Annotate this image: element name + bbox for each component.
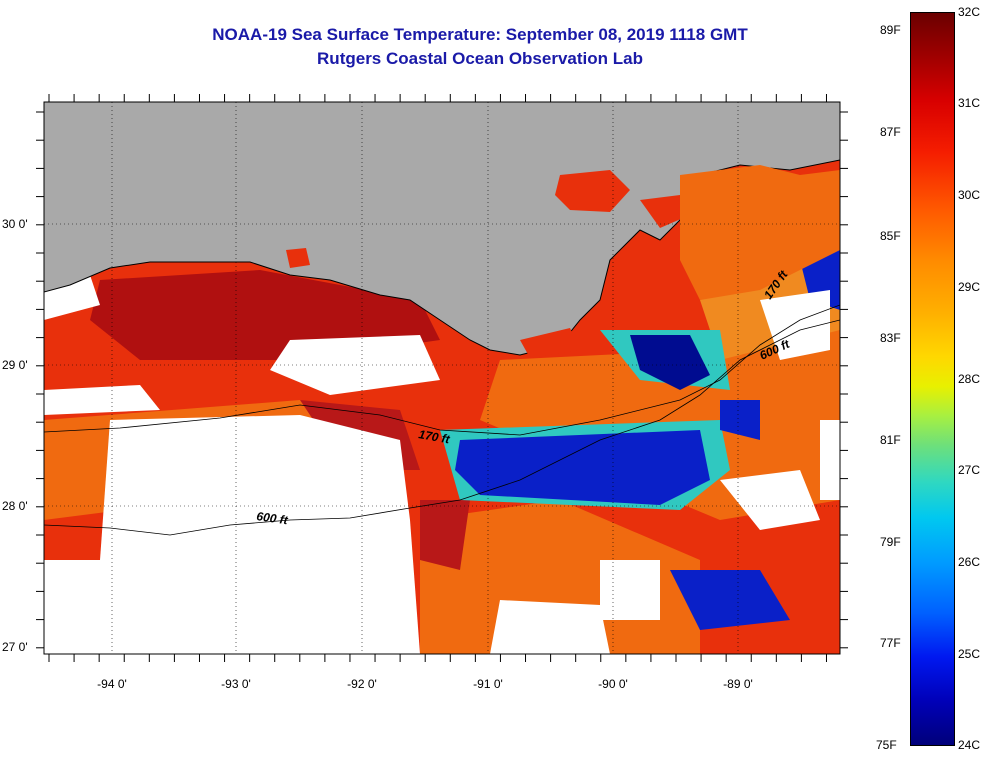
colorbar-f-label: 89F [880, 23, 901, 37]
colorbar-c-label: 32C [958, 5, 981, 19]
colorbar-c-label: 29C [958, 280, 981, 294]
cloud-cover [100, 415, 420, 654]
cloud-cover [720, 470, 820, 530]
lat-label: 30 0' [2, 217, 28, 231]
colorbar-c-label: 26C [958, 555, 981, 569]
contour-170ft [44, 304, 840, 436]
colorbar-c-label: 25C [958, 647, 981, 661]
inland-water [286, 248, 310, 268]
lat-label: 28 0' [2, 499, 28, 513]
colorbar-f-label: 83F [880, 331, 901, 345]
lon-label: -91 0' [473, 677, 503, 691]
colorbar-f-label: 87F [880, 125, 901, 139]
map-frame [43, 101, 841, 655]
contour-label: 170 ft [417, 427, 451, 446]
cloud-cover [600, 560, 660, 620]
cloud-cover [490, 600, 610, 654]
colorbar-c-label: 31C [958, 96, 981, 110]
temperature-colorbar [910, 12, 955, 746]
cold-region [630, 335, 710, 390]
cold-region [455, 430, 710, 505]
lat-label: 27 0' [2, 640, 28, 654]
cloud-cover [760, 290, 830, 360]
lon-label: -89 0' [723, 677, 753, 691]
inland-water [555, 170, 630, 212]
colorbar-c-label: 30C [958, 188, 981, 202]
colorbar-c-label: 27C [958, 463, 981, 477]
colorbar-c-label: 28C [958, 372, 981, 386]
colorbar-f-label: 77F [880, 636, 901, 650]
lat-label: 29 0' [2, 358, 28, 372]
colorbar-f-label: 79F [880, 535, 901, 549]
cloud-cover [44, 385, 160, 415]
lon-label: -94 0' [97, 677, 127, 691]
lon-label: -93 0' [221, 677, 251, 691]
inland-water [640, 195, 690, 228]
colorbar-f-label: 75F [876, 738, 897, 752]
cloud-cover [270, 335, 440, 395]
map-title: NOAA-19 Sea Surface Temperature: Septemb… [212, 25, 748, 44]
cold-region [670, 570, 790, 630]
cloud-cover [44, 560, 110, 654]
lon-label: -90 0' [598, 677, 628, 691]
contour-label: 600 ft [256, 509, 290, 527]
colorbar-c-label: 24C [958, 738, 981, 752]
cold-region [720, 400, 760, 440]
hot-region [90, 270, 440, 360]
sst-map: 170 ft 600 ft 170 ft 600 ft 30 0' 29 0' … [2, 94, 848, 691]
inland-water [520, 328, 580, 358]
colorbar-f-label: 85F [880, 229, 901, 243]
colorbar-f-label: 81F [880, 433, 901, 447]
hot-region [420, 500, 470, 570]
inland-water [680, 165, 840, 300]
cloud-cover [820, 420, 840, 500]
contour-600ft [44, 319, 840, 536]
map-subtitle: Rutgers Coastal Ocean Observation Lab [317, 49, 643, 68]
lon-label: -92 0' [347, 677, 377, 691]
